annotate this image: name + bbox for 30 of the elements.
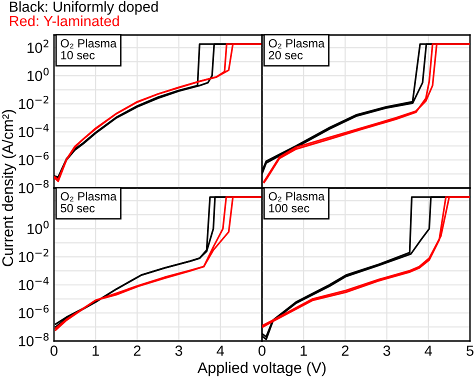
x-tick-label: 2 (342, 346, 349, 356)
y-tick-label: 10$^{0}$ (28, 68, 49, 82)
annotation: O₂ Plasma 10 sec (60, 38, 117, 60)
y-tick-label: 10$^{−8}$ (19, 180, 49, 194)
y-tick-label: 10$^{−2}$ (19, 96, 48, 110)
x-axis-title: Applied voltage (V) (197, 362, 326, 376)
x-tick-label: 1 (92, 346, 99, 356)
y-tick-label: 10$^{2}$ (28, 40, 48, 53)
x-tick-label: 4 (424, 346, 432, 356)
annotation: O₂ Plasma 20 sec (268, 38, 325, 60)
x-tick-label: 1 (300, 346, 307, 356)
x-tick-label: 0 (258, 346, 266, 356)
x-tick-label: 5 (466, 346, 474, 356)
x-tick-label: 4 (216, 346, 224, 356)
y-tick-label: 10$^{−8}$ (19, 333, 49, 346)
annotation: O₂ Plasma 50 sec (60, 192, 117, 212)
y-tick-label: 10$^{−6}$ (19, 152, 49, 166)
x-tick-label: 0 (50, 346, 58, 356)
text: Red: Y-laminated (10, 15, 119, 26)
y-tick-label: 10$^{−4}$ (19, 277, 49, 290)
text: Black: Uniformly doped (10, 1, 158, 15)
y-tick-label: 10$^{0}$ (28, 220, 49, 234)
y-tick-label: 10$^{−6}$ (19, 304, 49, 318)
x-tick-label: 2 (134, 346, 141, 356)
x-tick-label: 3 (383, 346, 390, 356)
y-tick-label: 10$^{−2}$ (19, 248, 48, 262)
y-tick-label: 10$^{−4}$ (19, 124, 49, 138)
y-axis-title: Current density (A/cm²) (2, 110, 16, 266)
annotation: O₂ Plasma 100 sec (268, 192, 325, 212)
x-tick-label: 3 (175, 346, 182, 356)
